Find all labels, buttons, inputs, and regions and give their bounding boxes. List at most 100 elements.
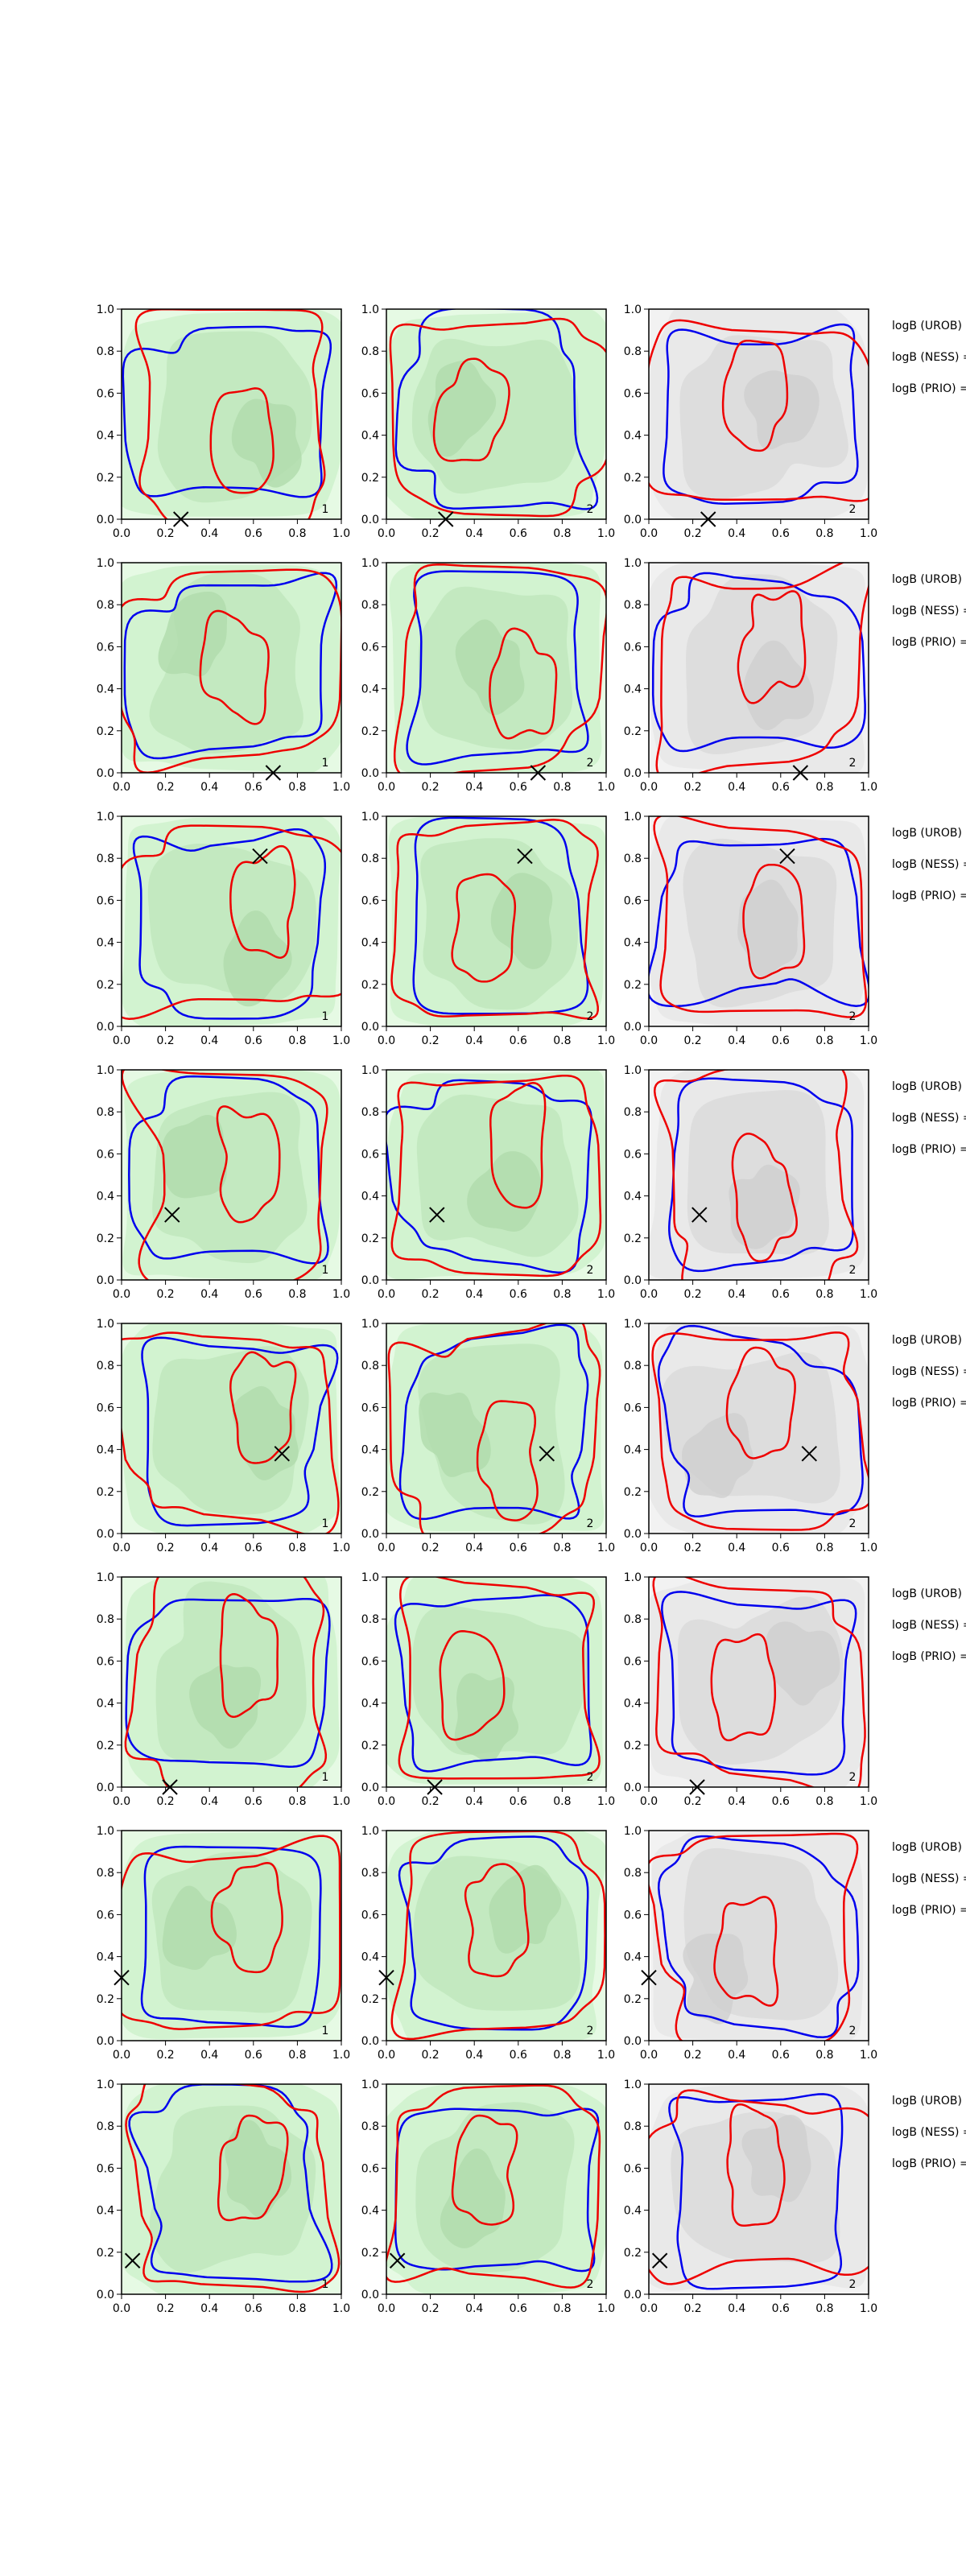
x-tick-label: 0.8 — [553, 2302, 571, 2315]
contour-red — [655, 563, 869, 773]
side-label: logB (PRIO) = — [892, 1650, 966, 1663]
y-tick-label: 0.0 — [624, 1274, 642, 1287]
x-tick-label: 0.0 — [113, 1288, 130, 1301]
x-tick-label: 0.2 — [683, 1542, 701, 1554]
y-tick-label: 0.8 — [361, 1613, 379, 1626]
contour-red — [216, 1105, 281, 1224]
y-tick-label: 0.8 — [361, 2120, 379, 2133]
x-tick-label: 1.0 — [597, 2049, 615, 2062]
contour-blue — [132, 828, 327, 1020]
x-tick-label: 1.0 — [332, 1542, 350, 1554]
y-tick-label: 0.8 — [361, 1106, 379, 1119]
x-tick-label: 0.2 — [421, 2049, 439, 2062]
panel-label: 1 — [322, 1010, 329, 1023]
x-tick-label: 1.0 — [860, 2302, 877, 2315]
y-tick-label: 0.0 — [361, 1781, 379, 1794]
x-tick-label: 0.0 — [640, 527, 658, 540]
y-tick-label: 0.2 — [361, 472, 379, 485]
contour-blue — [122, 325, 332, 498]
y-tick-label: 0.2 — [361, 2247, 379, 2260]
y-tick-label: 0.8 — [361, 852, 379, 865]
density-region — [683, 1934, 749, 2025]
y-tick-label: 0.4 — [361, 2205, 379, 2218]
y-tick-label: 0.0 — [97, 1781, 114, 1794]
x-tick-label: 0.8 — [815, 2302, 833, 2315]
y-tick-label: 0.0 — [361, 1021, 379, 1034]
y-tick-label: 0.2 — [97, 979, 114, 992]
y-tick-label: 0.2 — [624, 725, 642, 738]
x-tick-label: 0.6 — [772, 527, 790, 540]
panel-label: 1 — [322, 2278, 329, 2291]
y-tick-label: 0.0 — [361, 1528, 379, 1541]
panel-label: 1 — [322, 503, 329, 516]
y-tick-label: 0.6 — [97, 2162, 114, 2175]
contour-blue — [663, 323, 859, 505]
x-tick-label: 0.2 — [683, 2302, 701, 2315]
y-tick-label: 0.4 — [624, 937, 642, 950]
x-tick-label: 0.8 — [288, 1034, 306, 1047]
y-tick-label: 0.4 — [624, 2205, 642, 2218]
x-tick-label: 1.0 — [332, 781, 350, 794]
x-tick-label: 0.4 — [200, 781, 218, 794]
marker — [801, 1446, 817, 1462]
contour-blue — [125, 1597, 331, 1768]
panel-frame — [648, 1069, 869, 1281]
contour-red — [217, 2114, 289, 2222]
side-label: logB (UROB) = — [892, 1334, 966, 1347]
contour-blue — [140, 1845, 322, 2029]
x-tick-label: 0.8 — [553, 1034, 571, 1047]
y-tick-label: 0.8 — [624, 1867, 642, 1880]
x-tick-label: 0.8 — [288, 1288, 306, 1301]
contour-blue — [128, 2084, 333, 2283]
x-tick-label: 0.4 — [728, 2302, 745, 2315]
marker — [651, 2252, 668, 2268]
contour-red — [219, 1593, 279, 1718]
panel — [386, 2084, 606, 2294]
y-tick-label: 0.8 — [97, 2120, 114, 2133]
x-tick-label: 0.4 — [200, 1288, 218, 1301]
y-tick-label: 0.2 — [624, 1993, 642, 2006]
x-tick-label: 1.0 — [860, 1795, 877, 1808]
x-tick-label: 0.6 — [772, 1034, 790, 1047]
x-tick-label: 0.6 — [510, 2302, 527, 2315]
contour-red — [653, 1070, 859, 1280]
y-tick-label: 0.6 — [97, 1148, 114, 1161]
y-tick-label: 0.4 — [97, 2205, 114, 2218]
x-tick-label: 1.0 — [597, 1034, 615, 1047]
y-tick-label: 0.2 — [624, 1486, 642, 1499]
x-tick-label: 0.8 — [553, 527, 571, 540]
contour-red — [464, 1863, 530, 1978]
side-label: logB (UROB) = — [892, 320, 966, 332]
panel-label: 2 — [849, 1010, 857, 1023]
x-tick-label: 0.2 — [421, 1542, 439, 1554]
y-tick-label: 0.6 — [624, 1402, 642, 1414]
y-tick-label: 0.4 — [361, 937, 379, 950]
x-tick-label: 0.4 — [465, 1795, 483, 1808]
x-tick-label: 0.2 — [683, 2049, 701, 2062]
x-tick-label: 0.2 — [421, 1288, 439, 1301]
x-tick-label: 0.0 — [378, 2302, 395, 2315]
x-tick-label: 0.4 — [200, 1542, 218, 1554]
y-tick-label: 1.0 — [624, 1571, 642, 1584]
y-tick-label: 0.4 — [361, 1698, 379, 1711]
contour-blue — [668, 2093, 844, 2290]
x-tick-label: 0.2 — [683, 1288, 701, 1301]
contour-red — [731, 1133, 798, 1262]
contour-red — [439, 1630, 506, 1741]
side-label: logB (UROB) = — [892, 573, 966, 586]
y-tick-label: 0.8 — [624, 1613, 642, 1626]
x-tick-label: 0.6 — [772, 1542, 790, 1554]
y-tick-label: 0.4 — [624, 1698, 642, 1711]
contour-red — [122, 824, 341, 1020]
density-region — [490, 873, 553, 969]
panel — [649, 1070, 869, 1280]
panel-label: 2 — [849, 503, 857, 516]
y-tick-label: 0.6 — [361, 1655, 379, 1668]
y-tick-label: 0.0 — [97, 767, 114, 780]
y-tick-label: 0.6 — [624, 1148, 642, 1161]
x-tick-label: 0.2 — [156, 1034, 174, 1047]
marker — [438, 511, 454, 527]
x-tick-label: 0.0 — [378, 1288, 395, 1301]
y-tick-label: 0.0 — [97, 2289, 114, 2301]
